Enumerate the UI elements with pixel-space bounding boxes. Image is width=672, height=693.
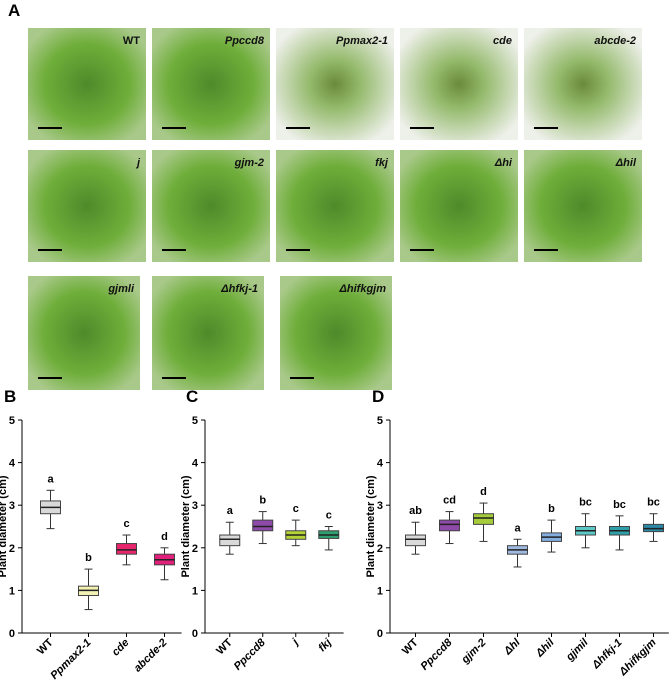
photo (152, 28, 270, 140)
y-tick-label: 4 (9, 458, 16, 470)
panel-label: B (4, 387, 16, 406)
panel-label: A (8, 1, 20, 20)
box (252, 519, 274, 532)
x-tick-label: Ppccd8 (232, 636, 269, 673)
y-tick-label: 4 (377, 458, 384, 470)
x-tick-label: j (289, 636, 302, 649)
y-tick-label: 1 (9, 585, 15, 597)
y-tick-label: 2 (192, 543, 198, 555)
photo (28, 150, 146, 262)
significance-letter: b (548, 503, 555, 515)
photo-label: Δhil (615, 157, 637, 169)
x-tick-label: fkj (316, 636, 334, 654)
y-axis-label: Plant diameter (cm) (365, 475, 377, 577)
photo (400, 28, 518, 140)
x-tick-label: Δhifkgjm (617, 636, 659, 678)
y-tick-label: 4 (192, 458, 199, 470)
y-tick-label: 5 (9, 415, 15, 427)
y-tick-label: 2 (9, 543, 15, 555)
significance-letter: ab (409, 505, 422, 517)
x-tick-label: WT (400, 636, 421, 657)
photo-label: gjmli (107, 283, 135, 295)
significance-letter: b (85, 552, 92, 564)
photo-label: cde (493, 35, 512, 47)
y-tick-label: 0 (9, 628, 15, 640)
photo (400, 150, 518, 262)
panel-label: D (372, 387, 384, 406)
photo-label: Δhi (494, 157, 513, 169)
box (439, 519, 460, 532)
significance-letter: d (480, 486, 487, 498)
significance-letter: bc (613, 499, 626, 511)
y-tick-label: 3 (192, 500, 198, 512)
photo (276, 28, 394, 140)
y-tick-label: 5 (192, 415, 198, 427)
photo-label: Ppmax2-1 (336, 35, 388, 47)
photo (276, 150, 394, 262)
box (405, 534, 426, 547)
photo (524, 150, 642, 262)
photo (524, 28, 642, 140)
y-tick-label: 3 (377, 500, 383, 512)
panel-label: C (186, 387, 198, 406)
box (219, 534, 241, 547)
photo (28, 276, 140, 390)
significance-letter: bc (647, 497, 660, 509)
x-tick-label: WT (35, 636, 56, 657)
x-tick-label: gjm-2 (459, 637, 489, 667)
photo-label: abcde-2 (594, 35, 636, 47)
y-axis-label: Plant diameter (cm) (0, 475, 9, 577)
x-tick-label: Ppmax2-1 (48, 637, 93, 682)
photo-label: Δhfkj-1 (220, 283, 258, 295)
photo (280, 276, 392, 390)
box (473, 513, 494, 525)
y-axis-label: Plant diameter (cm) (180, 475, 192, 577)
x-tick-label: Δhl (501, 636, 523, 658)
photo-label: Δhifkgjm (339, 283, 387, 295)
significance-letter: c (326, 510, 332, 522)
photo-label: fkj (375, 157, 389, 169)
significance-letter: a (227, 505, 234, 517)
y-tick-label: 2 (377, 543, 383, 555)
x-tick-label: Ppccd8 (418, 636, 455, 673)
y-tick-label: 1 (192, 585, 198, 597)
significance-letter: a (514, 522, 521, 534)
x-tick-label: Δhil (533, 636, 557, 660)
photo-label: Ppccd8 (225, 35, 265, 47)
significance-letter: bc (579, 497, 592, 509)
significance-letter: c (293, 503, 299, 515)
significance-letter: d (161, 531, 168, 543)
y-tick-label: 0 (192, 628, 198, 640)
photo-label: gjm-2 (234, 157, 264, 169)
photo (152, 150, 270, 262)
photo (28, 28, 146, 140)
significance-letter: b (259, 495, 266, 507)
y-tick-label: 0 (377, 628, 383, 640)
photo (152, 276, 264, 390)
box (116, 543, 137, 555)
significance-letter: c (123, 518, 129, 530)
x-tick-label: gjmil (563, 636, 591, 664)
y-tick-label: 3 (9, 500, 15, 512)
y-tick-label: 5 (377, 415, 383, 427)
significance-letter: a (47, 473, 54, 485)
x-tick-label: WT (214, 636, 235, 657)
significance-letter: cd (443, 495, 456, 507)
photo-label: WT (123, 35, 140, 47)
y-tick-label: 1 (377, 585, 383, 597)
photo-label: j (135, 157, 141, 169)
x-tick-label: abcde-2 (132, 637, 170, 675)
x-tick-label: cde (110, 637, 132, 659)
